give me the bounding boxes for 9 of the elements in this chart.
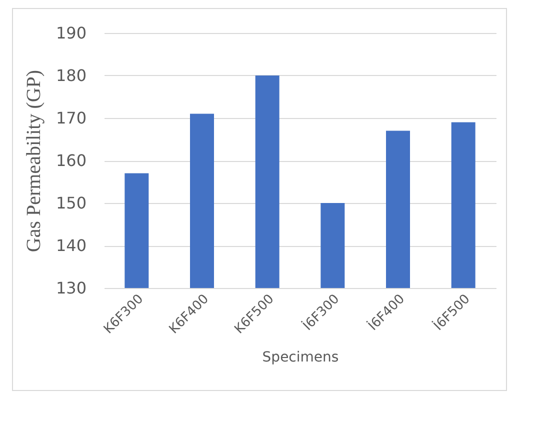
- y-tick-label: 130: [56, 278, 86, 298]
- y-tick-label: 190: [56, 24, 86, 42]
- y-tick-label: 170: [56, 108, 86, 128]
- y-tick-label: 150: [56, 194, 86, 212]
- x-axis-title: Specimens: [262, 349, 339, 366]
- y-tick-label: 160: [56, 151, 86, 170]
- y-axis-title: Gas Permeability (GP): [22, 70, 45, 252]
- y-tick-label: 140: [56, 236, 86, 255]
- y-tick-label: 180: [56, 66, 86, 85]
